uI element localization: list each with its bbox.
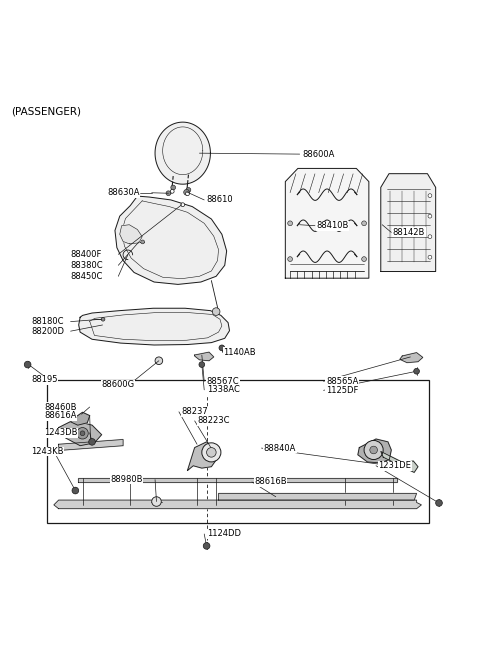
Circle shape [101, 317, 105, 321]
Text: 88180C: 88180C [31, 317, 63, 326]
Polygon shape [195, 352, 214, 361]
Text: 88195: 88195 [31, 375, 58, 384]
Circle shape [370, 446, 377, 454]
Polygon shape [120, 225, 142, 244]
Polygon shape [381, 452, 418, 472]
Text: 88200D: 88200D [31, 326, 64, 336]
Polygon shape [381, 174, 436, 272]
Circle shape [364, 440, 383, 460]
Text: (PASSENGER): (PASSENGER) [11, 106, 81, 116]
Circle shape [428, 256, 432, 259]
Polygon shape [155, 122, 210, 184]
Circle shape [362, 257, 366, 262]
Polygon shape [59, 420, 102, 446]
Polygon shape [400, 353, 423, 363]
Text: 1231DE: 1231DE [378, 461, 411, 470]
Text: 88380C: 88380C [71, 261, 103, 270]
Circle shape [202, 443, 221, 462]
Text: 88410B: 88410B [316, 221, 349, 230]
Text: 88223C: 88223C [197, 416, 229, 425]
Circle shape [166, 191, 171, 195]
Circle shape [181, 203, 185, 207]
Circle shape [428, 214, 432, 218]
Circle shape [288, 221, 292, 225]
Circle shape [212, 308, 220, 315]
Circle shape [77, 427, 88, 439]
Circle shape [428, 194, 432, 197]
Text: 88600G: 88600G [102, 380, 135, 389]
Text: 88565A: 88565A [326, 377, 358, 386]
Circle shape [155, 357, 163, 365]
Circle shape [428, 235, 432, 239]
Circle shape [414, 369, 420, 374]
Circle shape [436, 500, 443, 506]
Text: 1140AB: 1140AB [223, 348, 256, 357]
Text: 1243KB: 1243KB [31, 447, 63, 456]
Text: 88980B: 88980B [110, 475, 143, 484]
Circle shape [288, 257, 292, 262]
Circle shape [362, 221, 366, 225]
Text: 1243DB: 1243DB [44, 428, 78, 438]
Text: 88616B: 88616B [254, 478, 287, 486]
Text: 88450C: 88450C [71, 272, 103, 281]
Circle shape [170, 189, 174, 193]
Circle shape [206, 448, 216, 457]
Polygon shape [79, 308, 229, 345]
Text: 1338AC: 1338AC [206, 385, 240, 394]
Text: 88630A: 88630A [108, 188, 140, 197]
Text: 1125DF: 1125DF [326, 386, 358, 395]
Text: 88400F: 88400F [71, 250, 102, 259]
Circle shape [203, 543, 210, 549]
Circle shape [186, 192, 190, 195]
Polygon shape [59, 440, 123, 450]
Circle shape [152, 497, 161, 506]
Text: 88610: 88610 [206, 195, 233, 205]
Polygon shape [71, 412, 90, 425]
Circle shape [184, 189, 190, 195]
Polygon shape [188, 442, 217, 470]
Circle shape [186, 187, 191, 192]
Polygon shape [54, 500, 421, 508]
Text: 1124DD: 1124DD [206, 529, 240, 539]
Polygon shape [358, 439, 391, 463]
Polygon shape [285, 169, 369, 278]
Polygon shape [115, 196, 227, 284]
Polygon shape [78, 478, 397, 482]
Circle shape [199, 362, 204, 367]
Circle shape [141, 240, 144, 244]
Circle shape [72, 487, 79, 494]
Text: 88616A: 88616A [44, 411, 77, 420]
Circle shape [89, 439, 96, 445]
Text: 88567C: 88567C [206, 377, 239, 386]
Text: 88840A: 88840A [264, 444, 296, 453]
Text: 88142B: 88142B [393, 228, 425, 237]
Circle shape [24, 361, 31, 368]
Circle shape [80, 431, 85, 436]
Circle shape [171, 185, 176, 190]
Text: 88600A: 88600A [302, 150, 335, 159]
Text: 88460B: 88460B [44, 403, 77, 411]
Circle shape [219, 345, 225, 351]
Text: 88237: 88237 [182, 407, 208, 416]
Bar [47, 380, 429, 523]
Polygon shape [218, 494, 417, 500]
